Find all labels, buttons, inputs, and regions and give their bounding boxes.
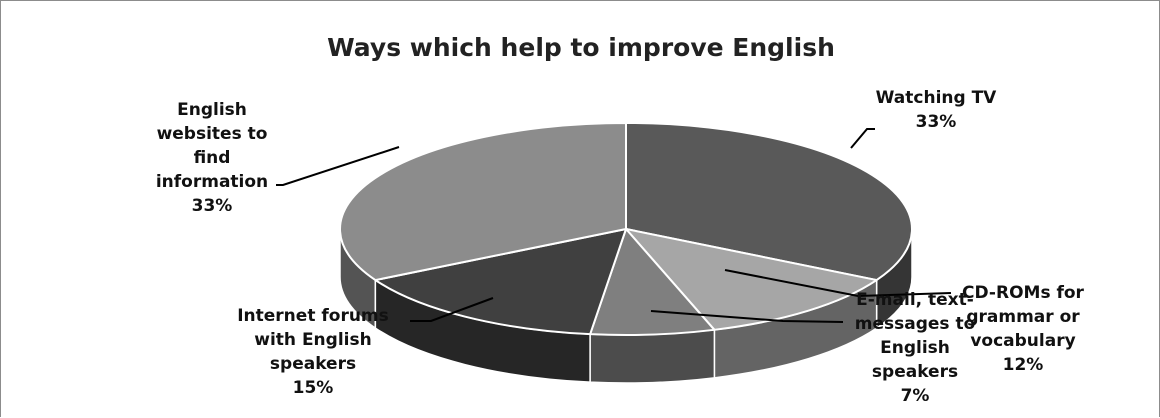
slice-label-line: messages to (855, 314, 976, 334)
slice-label-line: find (194, 148, 231, 168)
slice-label-line: 12% (1003, 355, 1044, 375)
leader-lines (276, 128, 952, 323)
slice-e-mail-text (589, 228, 716, 336)
slice-label-line: 15% (293, 378, 334, 398)
slice-label-cd-roms-for: CD-ROMs for grammar or vocabulary 12% (962, 283, 1085, 375)
leader-line-cd-roms-for (724, 269, 952, 298)
slice-label-line: English (880, 338, 950, 358)
slice-label-line: Internet forums (237, 306, 389, 326)
slice-label-internet-forums: Internet forums with English speakers 15% (237, 306, 389, 398)
slice-label-line: 7% (901, 386, 930, 406)
leader-line-watching-tv (850, 128, 875, 149)
slice-label-line: vocabulary (970, 331, 1075, 351)
slice-internet-forums (374, 228, 627, 336)
slice-label-line: E-mail, text- (856, 290, 974, 310)
slice-watching-tv (625, 122, 913, 282)
slice-label-english: English websites to find information 33% (156, 100, 268, 216)
slice-label-line: English (177, 100, 247, 120)
leader-line-internet-forums (410, 297, 494, 322)
chart-title: Ways which help to improve English (327, 33, 835, 62)
slice-label-line: Watching TV (876, 88, 998, 108)
slice-label-line: CD-ROMs for (962, 283, 1085, 303)
slice-label-line: speakers (270, 354, 356, 374)
slice-side-e-mail-text (589, 328, 716, 384)
slice-labels: Watching TV 33% CD-ROMs for grammar or vocab… (156, 88, 1085, 406)
slice-label-line: 33% (192, 196, 233, 216)
slice-label-watching-tv: Watching TV 33% (876, 88, 998, 132)
slice-label-line: grammar or (966, 307, 1080, 327)
pie-sides (339, 228, 913, 384)
leader-line-e-mail-text (650, 310, 844, 323)
slice-label-line: with English (254, 330, 371, 350)
slice-english (339, 122, 627, 282)
slice-label-line: information (156, 172, 268, 192)
pie-tops (339, 122, 913, 336)
slice-label-line: 33% (916, 112, 957, 132)
leader-line-english (276, 146, 400, 186)
slice-label-e-mail-text: E-mail, text-messages to English speakers 7… (855, 290, 976, 406)
slice-label-line: websites to (157, 124, 268, 144)
slice-label-line: speakers (872, 362, 958, 382)
slice-cd-roms-for (625, 228, 878, 331)
